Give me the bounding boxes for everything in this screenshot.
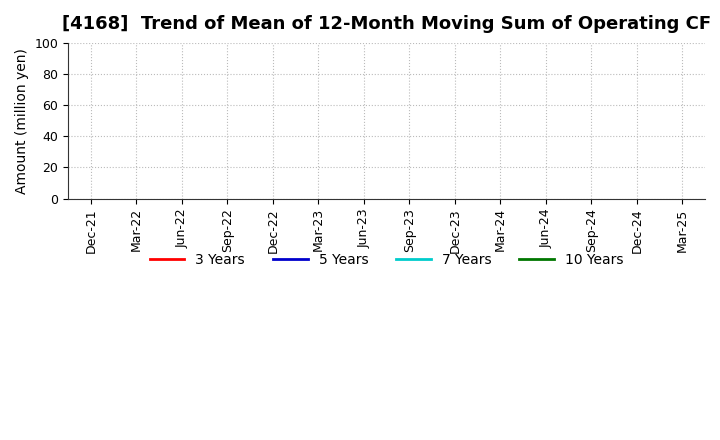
Y-axis label: Amount (million yen): Amount (million yen) [15,48,29,194]
Legend: 3 Years, 5 Years, 7 Years, 10 Years: 3 Years, 5 Years, 7 Years, 10 Years [144,247,629,272]
Title: [4168]  Trend of Mean of 12-Month Moving Sum of Operating CF: [4168] Trend of Mean of 12-Month Moving … [62,15,711,33]
